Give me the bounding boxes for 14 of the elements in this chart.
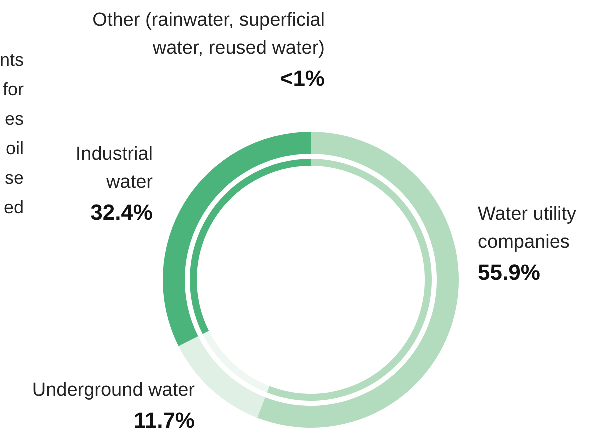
text: 11.7%: [134, 408, 195, 433]
text: ed: [4, 198, 24, 218]
slice-label: Industrial water: [76, 144, 154, 193]
slice-label: Underground water: [32, 380, 196, 401]
text: oil: [6, 138, 24, 158]
text: se: [4, 168, 24, 188]
category-label: Other (rainwater, superficial water, reused water): [92, 10, 325, 59]
text: <1%: [280, 66, 325, 91]
text: for: [2, 80, 24, 100]
text: nts: [0, 50, 24, 70]
slice-label: Water utility companies: [478, 204, 578, 253]
text: 32.4%: [90, 200, 153, 225]
text: es: [4, 109, 24, 129]
text: 55.9%: [478, 260, 540, 285]
